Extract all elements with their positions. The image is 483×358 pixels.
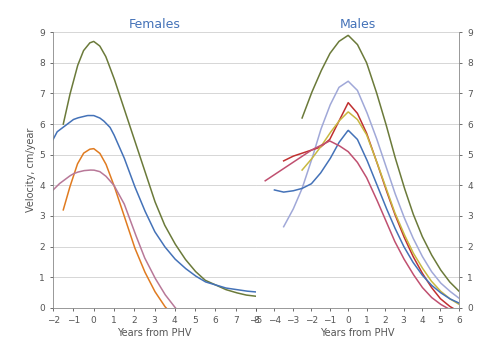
Title: Males: Males — [339, 18, 376, 31]
X-axis label: Years from PHV: Years from PHV — [117, 328, 192, 338]
X-axis label: Years from PHV: Years from PHV — [320, 328, 395, 338]
Title: Females: Females — [128, 18, 181, 31]
Y-axis label: Velocity, cm/year: Velocity, cm/year — [26, 128, 36, 212]
